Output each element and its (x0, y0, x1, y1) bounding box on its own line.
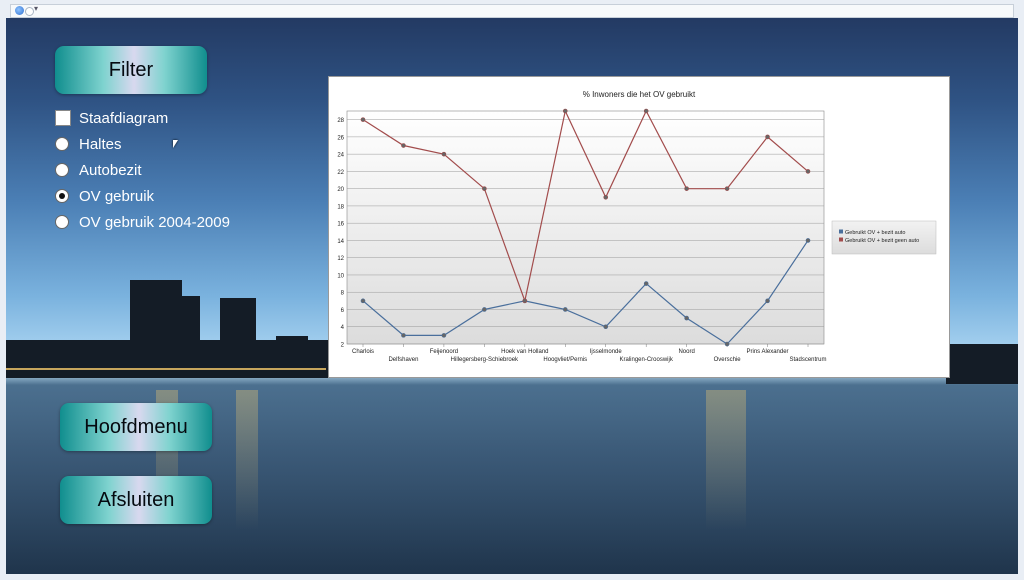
data-point (724, 186, 730, 191)
radio-button-icon[interactable] (55, 215, 69, 229)
x-tick-label: Prins Alexander (747, 349, 789, 355)
y-tick-label: 16 (337, 222, 344, 228)
data-point (360, 298, 366, 304)
data-point (805, 169, 811, 174)
legend-label: Gebruikt OV + bezit auto (845, 230, 905, 236)
x-tick-label: Stadscentrum (789, 357, 826, 363)
option-label: OV gebruik (79, 187, 155, 205)
y-tick-label: 8 (341, 291, 345, 297)
exit-button[interactable]: Afsluiten (60, 476, 212, 524)
chart-panel: % Inwoners die het OV gebruikt 2 4 6 8 10 12 1… (328, 76, 950, 378)
y-tick-label: 10 (337, 273, 344, 279)
history-dropdown-icon[interactable]: ▾ (34, 4, 39, 13)
data-point (765, 134, 770, 140)
radio-button-selected-icon[interactable] (55, 189, 69, 203)
y-tick-label: 12 (337, 256, 344, 262)
y-tick-label: 2 (341, 343, 345, 349)
x-tick-label: Hoogvliet/Pernis (543, 357, 587, 363)
option-haltes[interactable]: Haltes (55, 134, 122, 154)
plot-area (346, 110, 825, 345)
data-point (522, 298, 528, 304)
legend-box (831, 220, 937, 255)
series-line (362, 109, 809, 304)
back-arrow-icon[interactable] (15, 6, 24, 15)
data-point (643, 281, 649, 286)
option-label: Autobezit (79, 161, 142, 179)
data-point (603, 194, 609, 200)
main-menu-button[interactable]: Hoofdmenu (60, 403, 212, 451)
legend-swatch (839, 237, 843, 242)
checkbox-icon[interactable] (55, 110, 71, 126)
y-tick-label: 26 (337, 135, 344, 141)
data-point (482, 307, 487, 312)
y-tick-label: 22 (337, 170, 344, 176)
city-waterfront (946, 344, 1018, 384)
line-chart: % Inwoners die het OV gebruikt 246810121… (337, 90, 937, 363)
y-tick-label: 14 (337, 239, 344, 245)
y-tick-label: 4 (341, 325, 345, 331)
data-point (643, 108, 649, 114)
data-point (562, 108, 568, 114)
data-point (603, 324, 609, 330)
series-line (362, 240, 809, 345)
data-point (684, 315, 689, 321)
x-tick-label: Hoek van Holland (501, 349, 548, 355)
option-staafdiagram[interactable]: Staafdiagram (55, 108, 168, 128)
forward-arrow-icon[interactable] (25, 7, 34, 16)
tower-building (130, 280, 182, 378)
gridlines (347, 119, 824, 345)
x-tick-label: Feijenoord (430, 349, 458, 355)
data-point (562, 307, 568, 312)
x-tick-label: Kralingen-Crooswijk (620, 357, 674, 363)
data-point (684, 186, 689, 191)
y-tick-label: 24 (337, 153, 344, 159)
data-point (441, 333, 447, 338)
tower-building (220, 298, 256, 378)
chart-title: % Inwoners die het OV gebruikt (583, 90, 696, 99)
city-lights (6, 368, 326, 370)
y-tick-label: 28 (337, 118, 344, 124)
x-axis: Charlois Delfshaven Feijenoord Hillegersber… (352, 344, 827, 363)
data-point (441, 151, 447, 157)
title-bar: ▾ (10, 4, 1014, 18)
filter-button[interactable]: Filter (55, 46, 207, 94)
data-point (360, 117, 366, 122)
y-tick-label: 18 (337, 204, 344, 210)
data-point (765, 298, 770, 304)
option-ov-gebruik[interactable]: OV gebruik (55, 186, 154, 206)
series-lines (360, 108, 811, 347)
x-tick-label: Overschie (714, 357, 742, 363)
tower-building (276, 336, 308, 378)
x-tick-label: Charlois (352, 349, 374, 355)
option-label: Staafdiagram (79, 109, 169, 127)
y-tick-label: 6 (341, 308, 345, 314)
data-point (401, 333, 406, 338)
radio-button-icon[interactable] (55, 137, 69, 151)
option-label: OV gebruik 2004-2009 (79, 213, 230, 231)
mouse-cursor-icon (173, 140, 178, 148)
data-point (805, 238, 811, 243)
legend-label: Gebruikt OV + bezit geen auto (845, 238, 919, 244)
option-label: Haltes (79, 135, 122, 153)
chart-legend: Gebruikt OV + bezit auto Gebruikt OV + be… (831, 220, 937, 255)
light-reflection (706, 390, 746, 530)
data-point (482, 186, 487, 191)
option-ov-gebruik-2004-2009[interactable]: OV gebruik 2004-2009 (55, 212, 230, 232)
x-tick-label: Ijsselmonde (590, 349, 623, 355)
x-tick-label: Hillegersberg-Schiebroek (451, 357, 519, 363)
radio-button-icon[interactable] (55, 163, 69, 177)
option-autobezit[interactable]: Autobezit (55, 160, 142, 180)
data-point (401, 143, 406, 148)
y-tick-label: 20 (337, 187, 344, 193)
x-tick-label: Noord (678, 349, 694, 355)
light-reflection (236, 390, 258, 530)
x-tick-label: Delfshaven (388, 357, 418, 363)
tower-building (178, 296, 200, 378)
legend-swatch (839, 229, 843, 234)
data-point (724, 341, 730, 347)
